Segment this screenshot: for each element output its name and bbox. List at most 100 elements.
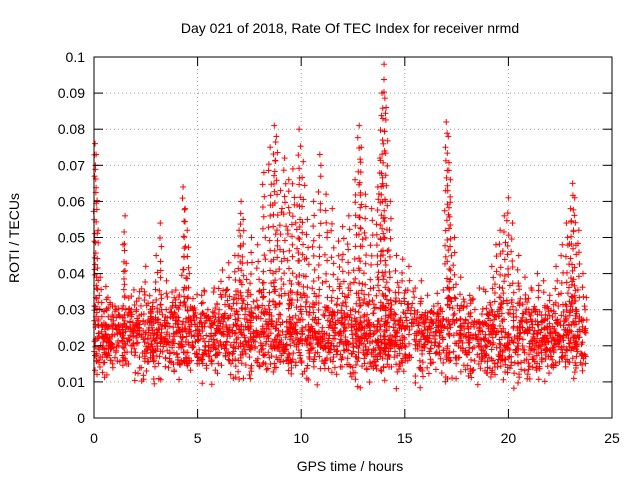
data-point [499, 285, 506, 292]
data-point [350, 279, 357, 286]
data-point [144, 358, 151, 365]
data-point [405, 263, 412, 270]
data-point [336, 264, 343, 271]
data-point [274, 332, 281, 339]
data-point [153, 252, 160, 259]
data-point [552, 285, 559, 292]
data-point [535, 294, 542, 301]
data-point [492, 241, 499, 248]
data-point [135, 295, 142, 302]
data-point [432, 350, 439, 357]
data-point [419, 373, 426, 380]
data-point [249, 259, 256, 266]
data-point [411, 307, 418, 314]
data-point [255, 258, 262, 265]
data-point [352, 362, 359, 369]
data-point [97, 353, 104, 360]
data-point [531, 346, 538, 353]
data-point [344, 241, 351, 248]
data-point [189, 339, 196, 346]
data-point [248, 362, 255, 369]
data-point [98, 328, 105, 335]
data-point [515, 360, 522, 367]
data-point [310, 237, 317, 244]
data-point [289, 213, 296, 220]
data-point [181, 234, 188, 241]
data-point [120, 241, 127, 248]
data-point [260, 286, 267, 293]
data-point [404, 307, 411, 314]
data-point [453, 281, 460, 288]
data-point [120, 286, 127, 293]
data-point [105, 304, 112, 311]
data-point [354, 358, 361, 365]
data-point [363, 252, 370, 259]
data-point [377, 299, 384, 306]
y-tick-label: 0.1 [66, 49, 86, 65]
data-point [270, 180, 277, 187]
data-point [225, 259, 232, 266]
data-point [513, 313, 520, 320]
data-point [315, 261, 322, 268]
data-point [96, 363, 103, 370]
data-point [272, 139, 279, 146]
data-point [310, 223, 317, 230]
data-point [535, 327, 542, 334]
data-point [295, 279, 302, 286]
data-point [92, 367, 99, 374]
data-point [541, 378, 548, 385]
data-point [359, 280, 366, 287]
data-point [265, 302, 272, 309]
data-point [474, 381, 481, 388]
data-point [386, 323, 393, 330]
data-point [138, 364, 145, 371]
data-point [240, 227, 247, 234]
data-point [500, 376, 507, 383]
data-point [176, 376, 183, 383]
data-point [384, 162, 391, 169]
data-point [310, 198, 317, 205]
data-point [227, 371, 234, 378]
data-point [274, 227, 281, 234]
data-point [132, 369, 139, 376]
data-point [535, 376, 542, 383]
data-point [354, 134, 361, 141]
data-point [282, 180, 289, 187]
data-point [253, 297, 260, 304]
data-point [297, 143, 304, 150]
data-point [424, 292, 431, 299]
data-point [184, 227, 191, 234]
data-point [219, 266, 226, 273]
data-point [514, 266, 521, 273]
data-point [345, 361, 352, 368]
data-point [475, 340, 482, 347]
data-point [496, 322, 503, 329]
data-point [558, 354, 565, 361]
data-point [534, 321, 541, 328]
data-point [157, 274, 164, 281]
data-point [237, 221, 244, 228]
data-point [526, 375, 533, 382]
data-point [398, 300, 405, 307]
data-point [168, 309, 175, 316]
data-point [251, 345, 258, 352]
data-point [488, 263, 495, 270]
data-point [141, 291, 148, 298]
data-point [445, 133, 452, 140]
data-point [316, 244, 323, 251]
data-point [373, 231, 380, 238]
data-point [129, 333, 136, 340]
data-point [136, 354, 143, 361]
data-point [336, 339, 343, 346]
data-point [428, 316, 435, 323]
data-point [283, 223, 290, 230]
data-point [288, 370, 295, 377]
data-point [289, 180, 296, 187]
data-point [281, 155, 288, 162]
data-point [309, 300, 316, 307]
data-point [241, 315, 248, 322]
data-point [501, 212, 508, 219]
data-point [350, 369, 357, 376]
data-point [440, 287, 447, 294]
data-point [339, 223, 346, 230]
